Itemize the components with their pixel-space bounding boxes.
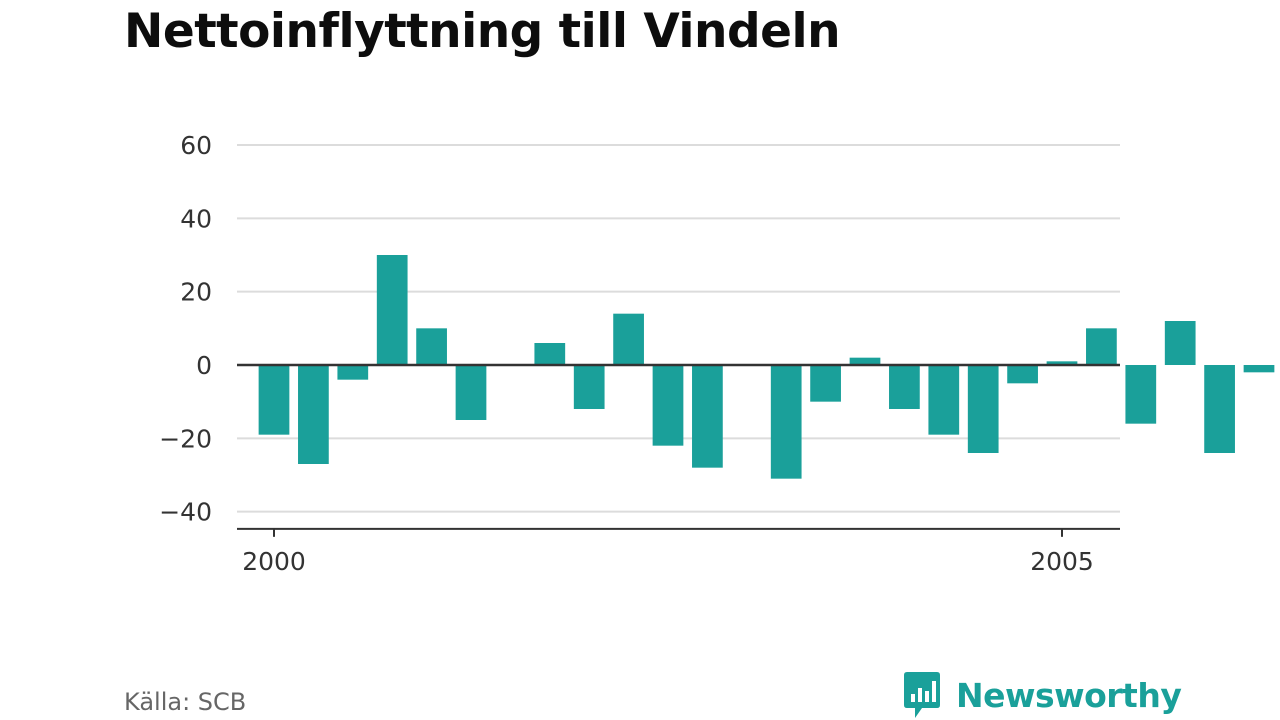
bar xyxy=(534,343,566,365)
x-tick-label: 2000 xyxy=(242,547,306,576)
axes xyxy=(237,363,1120,537)
bar xyxy=(770,365,802,479)
bar xyxy=(1125,365,1157,424)
bar xyxy=(1243,365,1275,373)
x-tick-label: 2005 xyxy=(1030,547,1094,576)
bar xyxy=(889,365,920,409)
y-tick-label: 20 xyxy=(180,278,212,307)
y-tick-label: 60 xyxy=(180,131,212,160)
bar xyxy=(573,365,605,409)
gridlines xyxy=(237,144,1120,513)
bar xyxy=(298,365,329,464)
brand-name: Newsworthy xyxy=(956,675,1182,715)
bar xyxy=(1007,365,1038,384)
bar xyxy=(1086,328,1117,365)
y-tick-label: −20 xyxy=(159,424,212,453)
y-tick-label: −40 xyxy=(159,498,212,527)
chart-title: Nettoinflyttning till Vindeln xyxy=(124,4,841,59)
bar xyxy=(416,328,447,365)
source-note: Källa: SCB xyxy=(124,688,247,716)
bar xyxy=(1204,365,1235,453)
newsworthy-logo-icon xyxy=(904,672,940,718)
tick-labels: −40−200204060200020052010201520202025 xyxy=(159,131,1094,576)
bar xyxy=(967,365,999,453)
y-tick-label: 40 xyxy=(180,204,212,233)
bar xyxy=(928,365,960,435)
bar xyxy=(376,255,408,365)
bar xyxy=(337,365,369,380)
bar xyxy=(652,365,684,446)
bar xyxy=(455,365,487,420)
bar xyxy=(849,357,881,365)
bar xyxy=(810,365,841,402)
bar xyxy=(258,365,290,435)
y-tick-label: 0 xyxy=(196,351,212,380)
bar xyxy=(1046,361,1078,365)
bar xyxy=(613,313,644,365)
bar xyxy=(692,365,723,468)
bar-series xyxy=(258,255,1275,479)
bar xyxy=(1164,321,1196,365)
brand-logo: Newsworthy xyxy=(902,670,1182,720)
